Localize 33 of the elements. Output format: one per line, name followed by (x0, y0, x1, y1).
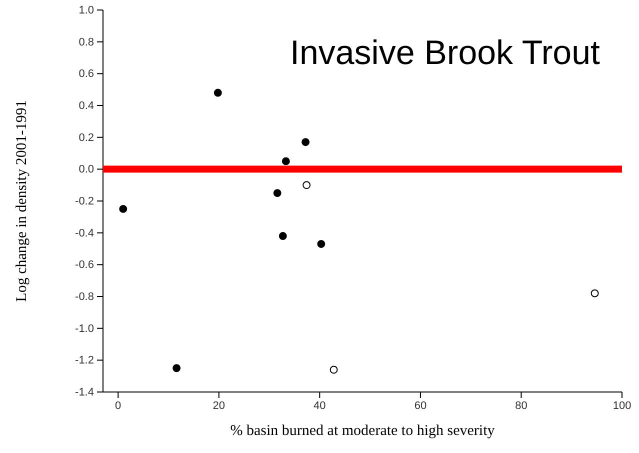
y-tick-label: -0.8 (75, 291, 94, 304)
y-tick-label: -0.2 (75, 196, 94, 208)
point (590, 289, 599, 298)
point (278, 232, 287, 240)
y-tick-label: 0.4 (78, 100, 94, 112)
point (172, 364, 181, 372)
x-tick-label: 100 (612, 400, 632, 412)
point (302, 181, 311, 190)
x-tick-label: 60 (414, 400, 427, 412)
y-tick-label: 1.0 (78, 4, 94, 17)
x-tick-label: 0 (115, 400, 122, 412)
point (273, 189, 282, 198)
x-tick-label: 20 (212, 400, 226, 412)
y-tick-label: -1.2 (75, 354, 94, 367)
y-tick-label: -1.4 (75, 386, 94, 399)
y-tick-label: 0.0 (78, 164, 94, 176)
y-tick-label: 0.2 (78, 132, 94, 144)
y-tick-label: 0.8 (78, 36, 94, 48)
point (119, 204, 128, 213)
x-tick-label: 80 (515, 400, 528, 412)
y-tick-label: 0.6 (78, 68, 94, 80)
point (214, 88, 222, 97)
point (282, 157, 290, 166)
x-tick-label: 40 (314, 400, 326, 412)
y-tick-label: -1.0 (75, 322, 94, 335)
y-tick-label: -0.6 (75, 259, 94, 272)
text: Invasive Brook Trout (290, 34, 601, 72)
x-axis-title: % basin burned at moderate to high severity (230, 423, 496, 439)
point (317, 240, 326, 248)
point (302, 138, 310, 146)
point (330, 366, 338, 374)
y-tick-label: -0.4 (75, 227, 94, 240)
y-axis-title: Log change in density 2001-1991 (14, 100, 30, 302)
